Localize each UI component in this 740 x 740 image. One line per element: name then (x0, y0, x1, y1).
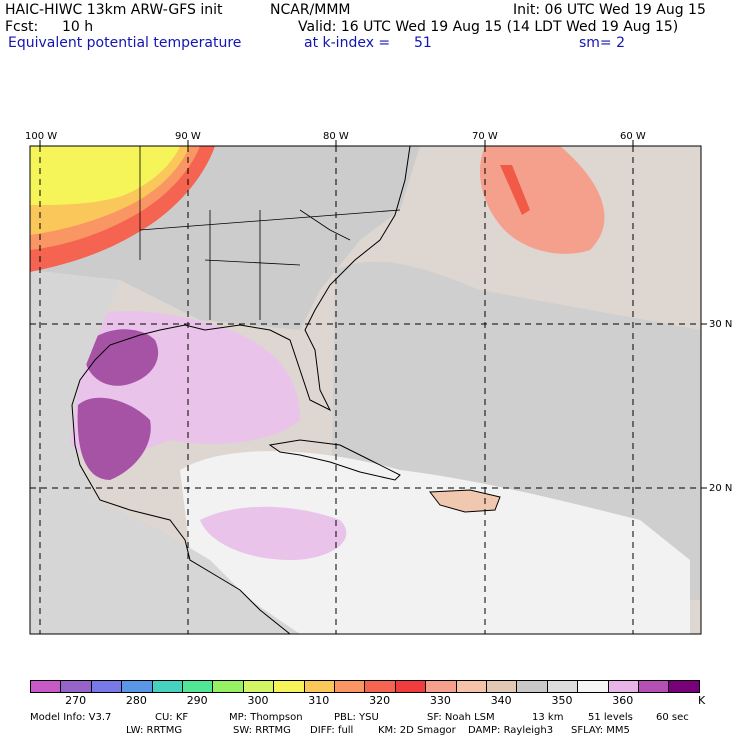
lon-label-70w: 70 W (472, 131, 498, 142)
colorbar-swatch (455, 680, 487, 693)
footer-mp: MP: Thompson (229, 712, 303, 723)
hot-region-yellow (30, 146, 180, 205)
footer-sf: SF: Noah LSM (427, 712, 495, 723)
colorbar-tick-label: 280 (125, 694, 147, 707)
colorbar-swatch (516, 680, 548, 693)
caribbean-pink-region (200, 506, 347, 560)
state-borders (139, 146, 401, 320)
colorbar-swatch (303, 680, 335, 693)
colorbar-swatch (242, 680, 275, 693)
lon-label-90w: 90 W (175, 131, 201, 142)
colorbar-swatch (607, 680, 639, 693)
graticule (30, 146, 701, 634)
colorbar-swatch (121, 680, 153, 693)
colorbar-swatch (273, 680, 305, 693)
map-field (30, 146, 701, 634)
model-title: HAIC-HIWC 13km ARW-GFS init (5, 2, 223, 18)
colorbar-swatch (546, 680, 579, 693)
colorbar-tick-label: 340 (490, 694, 512, 707)
colorbar-tick-label: 310 (308, 694, 330, 707)
colorbar-tick-label: 270 (65, 694, 87, 707)
smoothing-label: sm= 2 (579, 35, 626, 51)
gulf-purple-blob (84, 329, 159, 386)
colorbar-swatch (212, 680, 244, 693)
map-frame (29, 145, 702, 635)
init-time: Init: 06 UTC Wed 19 Aug 15 (513, 2, 706, 18)
lat-label-30n: 30 N (709, 319, 733, 330)
forecast-hour: 10 h (62, 19, 94, 35)
footer-pbl: PBL: YSU (334, 712, 379, 723)
footer-sw: SW: RRTMG (233, 725, 291, 736)
colorbar-swatch (486, 680, 518, 693)
lon-label-60w: 60 W (620, 131, 646, 142)
colorbar-swatch (364, 680, 396, 693)
colorbar-swatch (30, 680, 62, 693)
lon-label-80w: 80 W (323, 131, 349, 142)
mexico-purple-blob (77, 397, 151, 480)
level-value: 51 (414, 35, 432, 51)
colorbar-unit: K (698, 694, 706, 707)
footer-model-info: Model Info: V3.7 (30, 712, 112, 723)
colorbar-swatch (668, 680, 700, 693)
colorbar-tick-label: 350 (551, 694, 573, 707)
footer-diff: DIFF: full (310, 725, 354, 736)
footer-levels: 51 levels (588, 712, 633, 723)
colorbar-swatch (334, 680, 366, 693)
colorbar-swatch (182, 680, 214, 693)
tick-marks (39, 140, 707, 489)
field-name: Equivalent potential temperature (8, 35, 242, 51)
valid-time: Valid: 16 UTC Wed 19 Aug 15 (14 LDT Wed … (298, 19, 679, 35)
colorbar-tick-label: 330 (429, 694, 451, 707)
colorbar-tick-label: 320 (369, 694, 391, 707)
colorbar-swatch (151, 680, 183, 693)
colorbar-swatch (394, 680, 427, 693)
colorbar-tick-label: 300 (247, 694, 269, 707)
atlantic-red-streak (500, 165, 530, 215)
mexico-land-region (30, 270, 300, 634)
colorbar-swatch (90, 680, 123, 693)
colorbar-swatch (425, 680, 457, 693)
colorbar-swatch (638, 680, 670, 693)
footer-sflay: SFLAY: MM5 (571, 725, 630, 736)
colorbar-tick-label: 290 (186, 694, 208, 707)
colorbar-swatch (577, 680, 609, 693)
footer-timestep: 60 sec (656, 712, 689, 723)
colorbar-swatch (60, 680, 92, 693)
cuba-outline (268, 439, 401, 481)
footer-resolution: 13 km (532, 712, 564, 723)
forecast-label: Fcst: (5, 19, 39, 35)
footer-km: KM: 2D Smagor (378, 725, 456, 736)
lat-label-20n: 20 N (709, 483, 733, 494)
coastline (71, 146, 411, 634)
colorbar-tick-label: 360 (612, 694, 634, 707)
lon-label-100w: 100 W (25, 131, 58, 142)
hispaniola-outline (429, 489, 501, 513)
footer-cu: CU: KF (155, 712, 189, 723)
caribbean-white-region (180, 451, 690, 634)
level-label: at k-index = (304, 35, 391, 51)
footer-lw: LW: RRTMG (126, 725, 183, 736)
organization-label: NCAR/MMM (270, 2, 351, 18)
footer-damp: DAMP: Rayleigh3 (468, 725, 554, 736)
